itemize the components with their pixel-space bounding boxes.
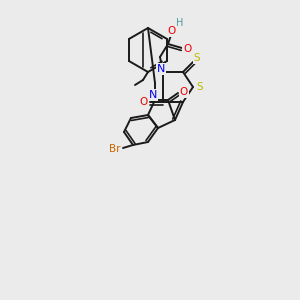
Text: S: S <box>197 82 203 92</box>
Text: N: N <box>157 64 165 74</box>
Text: H: H <box>176 18 184 28</box>
Text: O: O <box>180 87 188 97</box>
Text: S: S <box>194 53 200 63</box>
Text: O: O <box>140 97 148 107</box>
Text: O: O <box>167 26 175 36</box>
Text: O: O <box>183 44 191 54</box>
Text: N: N <box>149 90 157 100</box>
Text: Br: Br <box>109 144 121 154</box>
